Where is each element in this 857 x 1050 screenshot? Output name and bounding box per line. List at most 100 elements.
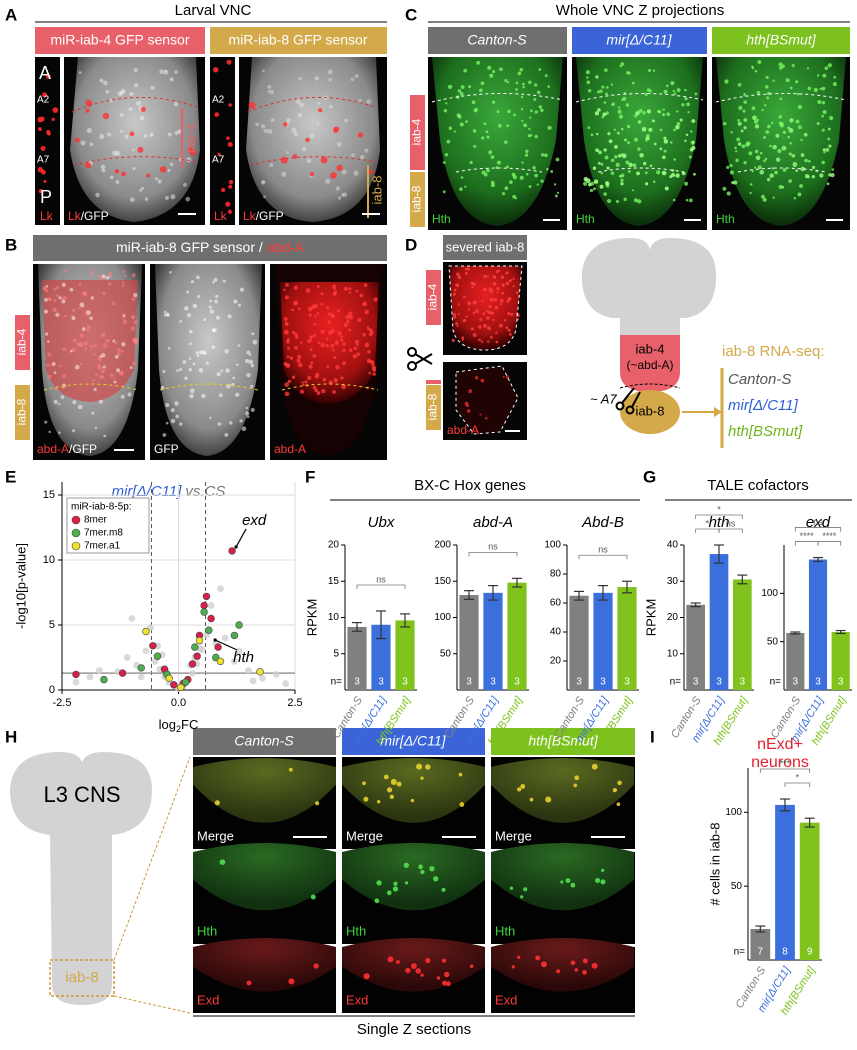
- cell: [675, 125, 680, 130]
- cell: [348, 311, 353, 316]
- region-label: iab-4: [426, 283, 440, 310]
- chart-title: nExd+: [757, 736, 803, 753]
- cell: [109, 373, 114, 378]
- annotation: hth: [233, 649, 254, 666]
- cell: [184, 306, 189, 311]
- cell: [61, 374, 67, 379]
- cell: [325, 178, 331, 184]
- cell: [283, 317, 288, 321]
- cell: [686, 102, 690, 107]
- cell: [362, 781, 366, 786]
- stain-label: Hth: [576, 212, 595, 226]
- cns-schematic: [10, 752, 152, 1005]
- cell: [100, 332, 106, 338]
- cell: [781, 145, 787, 151]
- cell: [764, 157, 768, 161]
- cell: [297, 112, 303, 118]
- cell: [600, 162, 604, 166]
- header-text: abd-A: [267, 239, 305, 255]
- cell: [170, 408, 175, 413]
- cell: [619, 64, 622, 68]
- cell: [636, 171, 640, 176]
- cell: [209, 309, 215, 314]
- cell: [470, 281, 474, 285]
- cell: [174, 70, 178, 74]
- cell: [341, 361, 346, 366]
- cell: [752, 115, 757, 121]
- cell: [688, 155, 692, 159]
- cell: [436, 976, 441, 980]
- cell: [509, 886, 514, 890]
- cell: [363, 796, 369, 802]
- cell: [496, 110, 500, 114]
- cell: [498, 269, 501, 272]
- point: [72, 670, 80, 679]
- cell: [535, 955, 541, 961]
- cell: [505, 271, 509, 275]
- cell: [472, 300, 477, 305]
- region-label: iab-4: [15, 328, 29, 355]
- n-value: 3: [514, 677, 520, 688]
- point: [137, 673, 145, 681]
- cell: [817, 100, 822, 105]
- cell: [285, 363, 290, 367]
- cell: [250, 407, 255, 412]
- cell: [648, 127, 653, 132]
- cell: [828, 173, 832, 177]
- cell: [619, 174, 622, 178]
- cell: [505, 326, 509, 330]
- cell: [740, 129, 744, 133]
- cell: [587, 126, 591, 130]
- cell: [245, 411, 250, 416]
- region-shape: [620, 335, 680, 392]
- cell: [479, 413, 482, 416]
- cell: [525, 172, 529, 176]
- cell: [291, 330, 296, 335]
- cell: [487, 326, 491, 331]
- cell: [504, 78, 508, 83]
- cell: [433, 876, 439, 882]
- stain-label: abd-A/GFP: [37, 442, 97, 456]
- boundary: [281, 383, 379, 391]
- cell: [778, 184, 783, 189]
- y-axis-label: RPKM: [643, 599, 658, 637]
- cell: [186, 157, 192, 163]
- cell: [536, 183, 539, 186]
- cell: [615, 200, 620, 204]
- cell: [610, 83, 613, 86]
- cell: [98, 399, 103, 404]
- cell: [227, 209, 232, 214]
- n-value: 3: [740, 677, 746, 688]
- cell: [582, 969, 587, 975]
- point: [235, 647, 243, 655]
- cell: [97, 274, 103, 280]
- y-tick-label: 100: [544, 540, 561, 551]
- cell: [737, 121, 742, 126]
- y-tick-label: 40: [667, 540, 679, 551]
- cell: [114, 354, 119, 359]
- cell: [643, 161, 647, 166]
- cell: [137, 146, 144, 153]
- cell: [622, 96, 627, 101]
- cell: [250, 363, 255, 368]
- cell: [456, 324, 459, 328]
- cell: [821, 101, 826, 105]
- cell: [447, 84, 453, 90]
- cell: [807, 86, 812, 91]
- region-box: [426, 385, 441, 430]
- cell: [368, 359, 373, 364]
- cell: [472, 129, 477, 133]
- cell: [302, 383, 305, 387]
- cell: [124, 134, 129, 139]
- cell: [540, 108, 544, 112]
- cell: [644, 92, 648, 97]
- cell: [759, 151, 763, 155]
- cell: [120, 349, 124, 353]
- boundary: [575, 93, 704, 103]
- cell: [754, 124, 760, 129]
- cell: [330, 343, 335, 348]
- channel-label: Merge: [346, 828, 383, 843]
- cell: [645, 182, 649, 186]
- cell: [47, 352, 52, 357]
- cell: [132, 148, 135, 152]
